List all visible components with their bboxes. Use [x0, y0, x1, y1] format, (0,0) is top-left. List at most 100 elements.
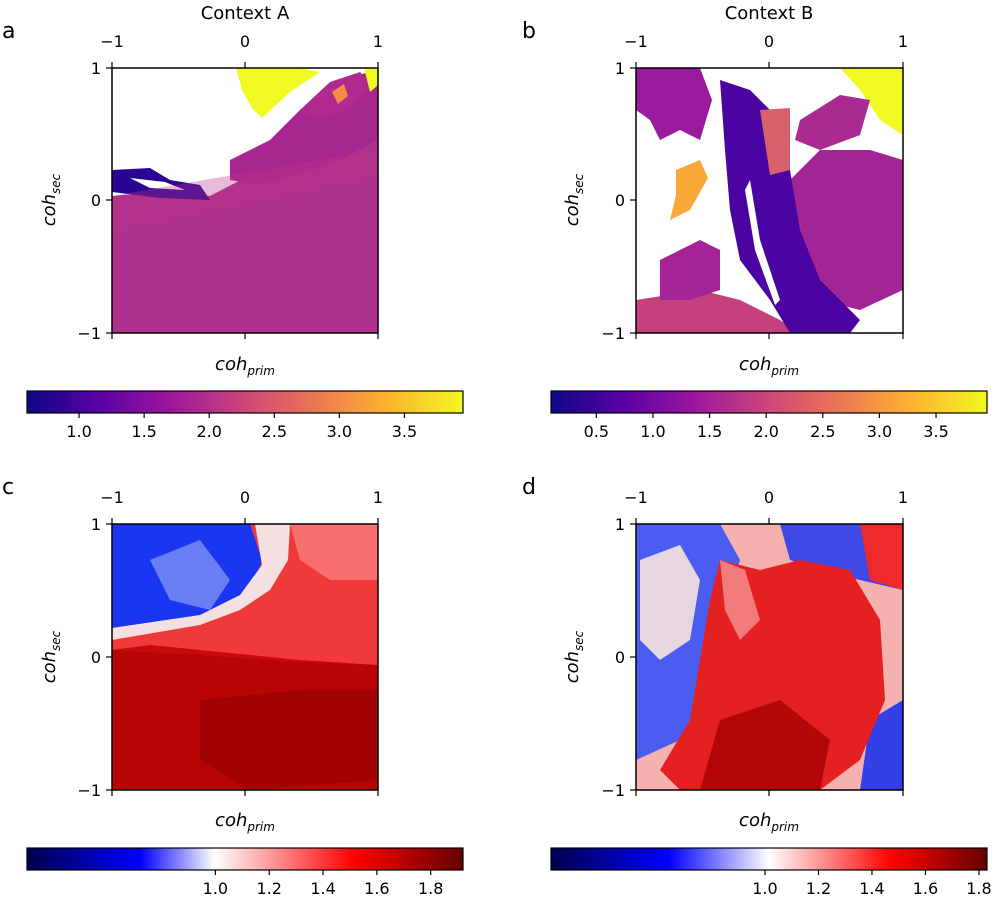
panel-b-ytick: 1 — [615, 59, 625, 78]
colorbar-tick-label: 0.5 — [584, 422, 609, 441]
panel-b-ytick: 0 — [615, 191, 625, 210]
colorbar-tick-label: 2.5 — [810, 422, 835, 441]
heatmap-region-top-spike — [840, 68, 903, 135]
panel-b-xtick-top: 1 — [898, 32, 908, 51]
panel-c-ytick: 1 — [91, 515, 101, 534]
panel-b-heatmap — [636, 68, 903, 333]
heatmap-region-orange-patch — [670, 160, 708, 220]
panel-d-ytick: 1 — [615, 515, 625, 534]
panel-c-ylabel: cohsec — [39, 630, 63, 683]
heatmap-region-orange-top — [760, 108, 790, 175]
heatmap-region-central-streak — [720, 80, 860, 333]
colorbar-tick-label: 3.0 — [867, 422, 892, 441]
panel-c-xtick-top: −1 — [100, 488, 124, 507]
colorbar-tick-label: 2.0 — [196, 422, 221, 441]
heatmap-region-left-region — [636, 68, 712, 140]
panel-c-colorbar-ticks: 1.0 1.2 1.4 1.6 1.8 — [203, 870, 443, 898]
panel-c: c −1 0 1 1 0 −1 cohprim cohsec 1.0 1.2 1.4… — [2, 475, 464, 898]
panel-b-ticks — [630, 62, 904, 339]
panel-d-ylabel: cohsec — [562, 630, 586, 683]
panel-c-ytick: −1 — [77, 781, 101, 800]
heatmap-region-center-light — [720, 560, 760, 640]
panel-b-colorbar-ticks: 0.5 1.0 1.5 2.0 2.5 3.0 3.5 — [584, 413, 949, 441]
heatmap-region-lower-center — [700, 700, 830, 790]
colorbar-tick-label: 2.5 — [262, 422, 287, 441]
heatmap-region-streak-white — [745, 180, 780, 305]
panel-a-ticks — [106, 62, 379, 339]
panel-b-ytick: −1 — [601, 324, 625, 343]
heatmap-region-top-spike — [236, 68, 320, 118]
panel-a-xlabel: cohprim — [215, 354, 275, 378]
panel-c-xlabel: cohprim — [215, 810, 275, 834]
colorbar-tick-label: 1.0 — [640, 422, 665, 441]
panel-a-xtick-top: 0 — [240, 32, 250, 51]
panel-letter-c: c — [2, 475, 14, 500]
colorbar-tick-label: 1.6 — [364, 879, 389, 898]
colorbar-tick-label: 1.2 — [806, 879, 831, 898]
panel-b-colorbar — [550, 390, 988, 414]
heatmap-region-left-lower — [660, 240, 720, 300]
heatmap-region-lower-dark — [200, 690, 378, 790]
heatmap-region-center — [660, 560, 885, 790]
panel-b-xtick-top: 0 — [764, 32, 774, 51]
panel-a-xtick-top: 1 — [373, 32, 383, 51]
heatmap-region-lower-plane — [112, 120, 378, 333]
panel-a-ytick: −1 — [77, 324, 101, 343]
panel-b-title: Context B — [725, 3, 814, 24]
colorbar-tick-label: 1.0 — [203, 879, 228, 898]
colorbar-tick-label: 1.5 — [697, 422, 722, 441]
panel-c-xtick-top: 1 — [373, 488, 383, 507]
colorbar-tick-label: 1.5 — [131, 422, 156, 441]
heatmap-region-right-light — [290, 524, 378, 580]
panel-d-ticks — [630, 518, 904, 796]
panel-a-xtick-top: −1 — [100, 32, 124, 51]
panel-letter-b: b — [522, 19, 536, 44]
heatmap-region-bottom-band — [636, 290, 800, 333]
panel-a-ylabel: cohsec — [39, 173, 63, 226]
colorbar-tick-label: 1.8 — [418, 879, 443, 898]
panel-c-colorbar — [26, 847, 464, 871]
heatmap-region-upper-left-light — [150, 540, 230, 610]
colorbar-tick-label: 1.2 — [256, 879, 281, 898]
colorbar-tick-label: 1.4 — [310, 879, 335, 898]
heatmap-region-top-spike-right — [364, 68, 378, 92]
panel-letter-a: a — [2, 19, 15, 44]
colorbar-tick-label: 3.0 — [327, 422, 352, 441]
colorbar-tick-label: 1.0 — [752, 879, 777, 898]
panel-d-ytick: 0 — [615, 648, 625, 667]
panel-a-ytick: 1 — [91, 59, 101, 78]
heatmap-region-white-ridge — [112, 524, 290, 640]
colorbar-tick-label: 3.5 — [923, 422, 948, 441]
panel-c-ticks — [106, 518, 379, 796]
heatmap-region-orange-streak — [332, 84, 348, 104]
colorbar-tick-label: 1.0 — [66, 422, 91, 441]
colorbar-tick-label: 1.8 — [966, 879, 991, 898]
panel-d-xlabel: cohprim — [739, 810, 799, 834]
heatmap-region-light-band — [112, 150, 378, 230]
panel-a: a Context A −1 0 1 1 0 −1 cohprim cohsec — [2, 3, 464, 441]
panel-letter-d: d — [522, 475, 536, 500]
colorbar-tick-label: 1.4 — [859, 879, 884, 898]
heatmap-region-upper-mid — [795, 95, 870, 150]
panel-a-ytick: 0 — [91, 191, 101, 210]
panel-d-xtick-top: 0 — [764, 488, 774, 507]
panel-d-colorbar-ticks: 1.0 1.2 1.4 1.6 1.8 — [752, 870, 992, 898]
colorbar-tick-label: 3.5 — [392, 422, 417, 441]
panel-c-xtick-top: 0 — [240, 488, 250, 507]
panel-d-xtick-top: 1 — [898, 488, 908, 507]
panel-d-colorbar — [550, 847, 988, 871]
panel-d-heatmap — [636, 524, 903, 790]
heatmap-region-top-right-red — [860, 524, 903, 590]
panel-b-xlabel: cohprim — [739, 354, 799, 378]
panel-a-colorbar-ticks: 1.0 1.5 2.0 2.5 3.0 3.5 — [66, 413, 417, 441]
panel-d-ytick: −1 — [601, 781, 625, 800]
heatmap-region-left-light — [640, 545, 700, 660]
panel-b: b Context B −1 0 1 1 0 −1 cohprim cohsec — [522, 3, 988, 441]
panel-d: d −1 0 1 1 0 −1 cohprim cohsec 1.0 1.2 1.4… — [522, 475, 992, 898]
panel-a-colorbar — [26, 390, 464, 414]
panel-b-xtick-top: −1 — [624, 32, 648, 51]
panel-c-ytick: 0 — [91, 648, 101, 667]
panel-a-heatmap — [112, 68, 378, 333]
colorbar-tick-label: 2.0 — [753, 422, 778, 441]
